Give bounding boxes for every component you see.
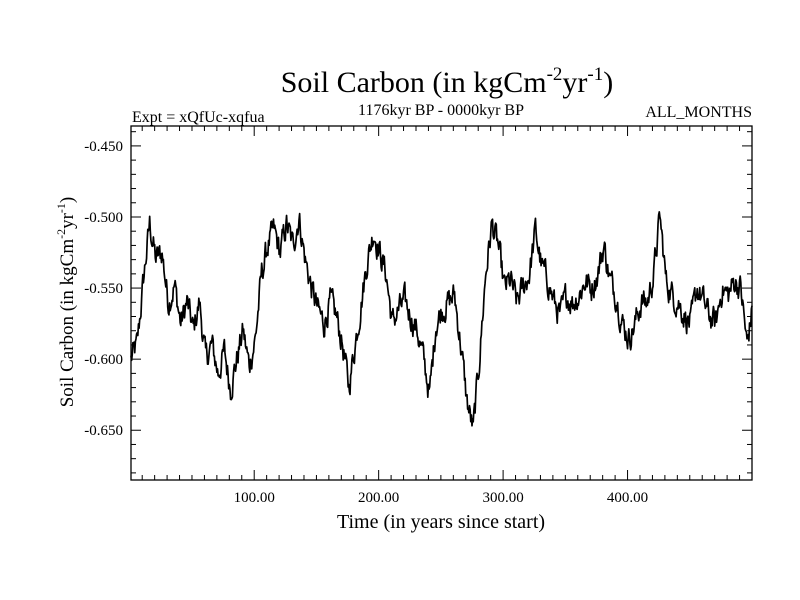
ylabel-suffix: ) <box>57 197 78 203</box>
ylabel-prefix: Soil Carbon (in kgCm <box>57 239 78 408</box>
title-prefix: Soil Carbon (in kgCm <box>281 66 547 99</box>
chart-title: Soil Carbon (in kgCm-2yr-1) <box>281 64 614 99</box>
x-tick-label: 200.00 <box>358 490 399 506</box>
plot-frame <box>130 125 753 481</box>
y-tick-label: -0.500 <box>84 210 123 226</box>
x-axis-label: Time (in years since start) <box>337 511 545 533</box>
time-range-label: 1176kyr BP - 0000kyr BP <box>358 102 524 119</box>
experiment-label: Expt = xQfUc-xqfua <box>132 109 265 126</box>
axis-ticks: 100.00 200.00 300.00 400.00 -0.450 -0.500 -0.5… <box>84 126 752 506</box>
x-tick-label: 300.00 <box>482 490 523 506</box>
months-label: ALL_MONTHS <box>645 104 752 121</box>
ylabel-unit-yr: yr <box>57 212 78 229</box>
title-suffix: ) <box>603 66 613 99</box>
series-line-soil-carbon <box>130 211 753 427</box>
y-tick-label: -0.600 <box>84 352 123 368</box>
y-tick-label: -0.550 <box>84 281 123 297</box>
y-tick-label: -0.450 <box>84 139 123 155</box>
x-tick-label: 400.00 <box>607 490 648 506</box>
x-tick-label: 100.00 <box>234 490 275 506</box>
y-tick-label: -0.650 <box>84 423 123 439</box>
ylabel-exponent-1: -2 <box>54 229 68 239</box>
title-unit-yr: yr <box>562 66 587 99</box>
title-exponent-1: -2 <box>547 64 563 85</box>
y-axis-label: Soil Carbon (in kgCm-2yr-1) <box>54 197 78 408</box>
title-exponent-2: -1 <box>587 64 603 85</box>
ylabel-exponent-2: -1 <box>54 203 68 213</box>
